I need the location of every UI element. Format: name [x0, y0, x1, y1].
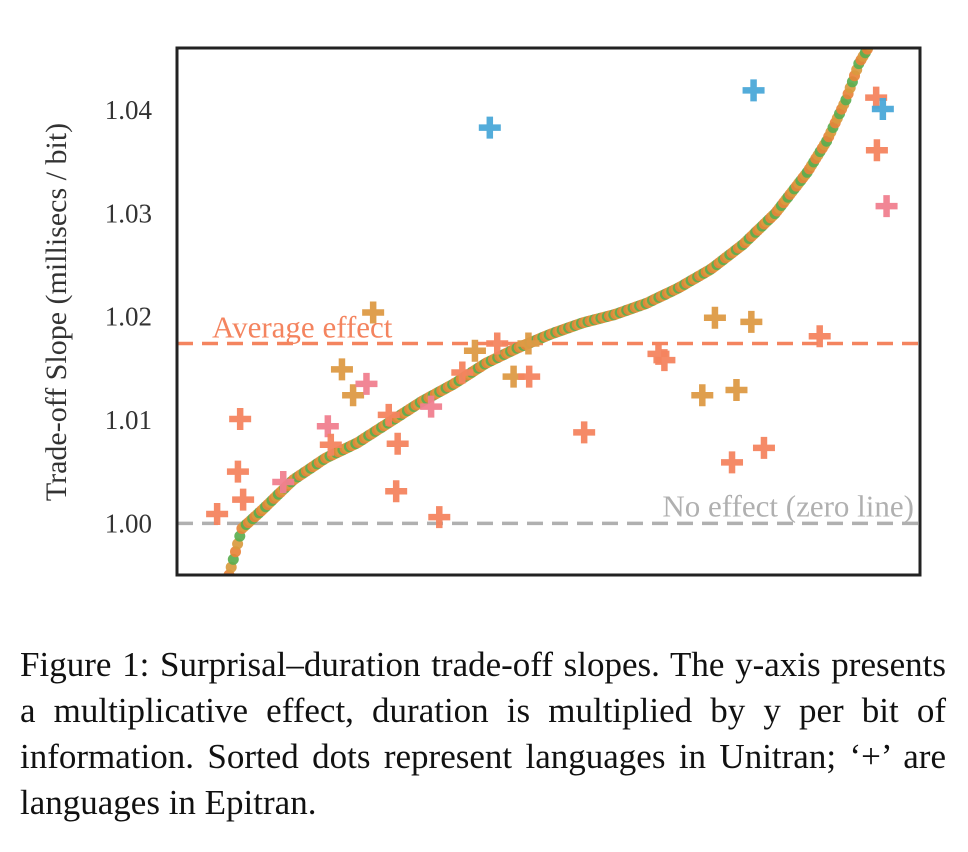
epitran-plus-marker	[742, 79, 765, 102]
unitran-series	[223, 36, 877, 575]
epitran-plus-marker	[691, 384, 714, 407]
epitran-plus-marker	[875, 195, 898, 218]
epitran-plus-marker	[740, 310, 763, 333]
epitran-plus-marker	[386, 432, 409, 455]
epitran-plus-marker	[206, 503, 229, 526]
epitran-plus-marker	[232, 488, 255, 511]
epitran-plus-marker	[752, 436, 775, 459]
epitran-plus-marker	[362, 301, 385, 324]
y-tick-label: 1.00	[105, 508, 152, 538]
epitran-plus-marker	[229, 407, 252, 430]
epitran-plus-marker	[319, 433, 342, 456]
epitran-plus-marker	[721, 451, 744, 474]
epitran-plus-marker	[865, 86, 888, 109]
epitran-plus-marker	[725, 379, 748, 402]
epitran-plus-marker	[342, 384, 365, 407]
epitran-plus-marker	[428, 506, 451, 529]
y-tick-label: 1.04	[105, 95, 153, 125]
epitran-series	[206, 79, 898, 529]
epitran-plus-marker	[653, 349, 676, 372]
y-tick-label: 1.02	[105, 302, 152, 332]
epitran-plus-marker	[518, 365, 541, 388]
reference-line-labels: Average effect No effect (zero line)	[212, 310, 914, 524]
epitran-plus-marker	[377, 403, 400, 426]
y-tick-label: 1.01	[105, 405, 152, 435]
epitran-plus-marker	[316, 415, 339, 438]
epitran-plus-marker	[226, 460, 249, 483]
epitran-plus-marker	[517, 332, 540, 355]
y-tick-labels: 1.00 1.01 1.02 1.03 1.04	[105, 95, 153, 538]
epitran-plus-marker	[463, 339, 486, 362]
y-tick-label: 1.03	[105, 198, 152, 228]
epitran-plus-marker	[865, 139, 888, 162]
figure-caption: Figure 1: Surprisal–duration trade-off s…	[20, 645, 946, 822]
epitran-plus-marker	[420, 395, 443, 418]
epitran-plus-marker	[272, 471, 295, 493]
epitran-plus-marker	[808, 325, 831, 348]
unitran-dot	[866, 36, 877, 47]
epitran-plus-marker	[573, 421, 596, 444]
average-line-label: Average effect	[212, 310, 393, 345]
chart: 1.00 1.01 1.02 1.03 1.04 Trade-off Slope (mi…	[40, 36, 922, 577]
epitran-plus-marker	[478, 116, 501, 139]
y-axis-label: Trade-off Slope (millisecs / bit)	[40, 123, 73, 501]
epitran-plus-marker	[871, 97, 894, 120]
epitran-plus-marker	[355, 372, 378, 395]
plot-frame	[175, 46, 922, 577]
epitran-plus-marker	[703, 306, 726, 329]
epitran-plus-marker	[486, 332, 509, 355]
epitran-plus-marker	[451, 361, 474, 384]
zero-line-label: No effect (zero line)	[662, 488, 914, 523]
epitran-plus-marker	[385, 480, 408, 503]
epitran-plus-marker	[330, 358, 353, 381]
